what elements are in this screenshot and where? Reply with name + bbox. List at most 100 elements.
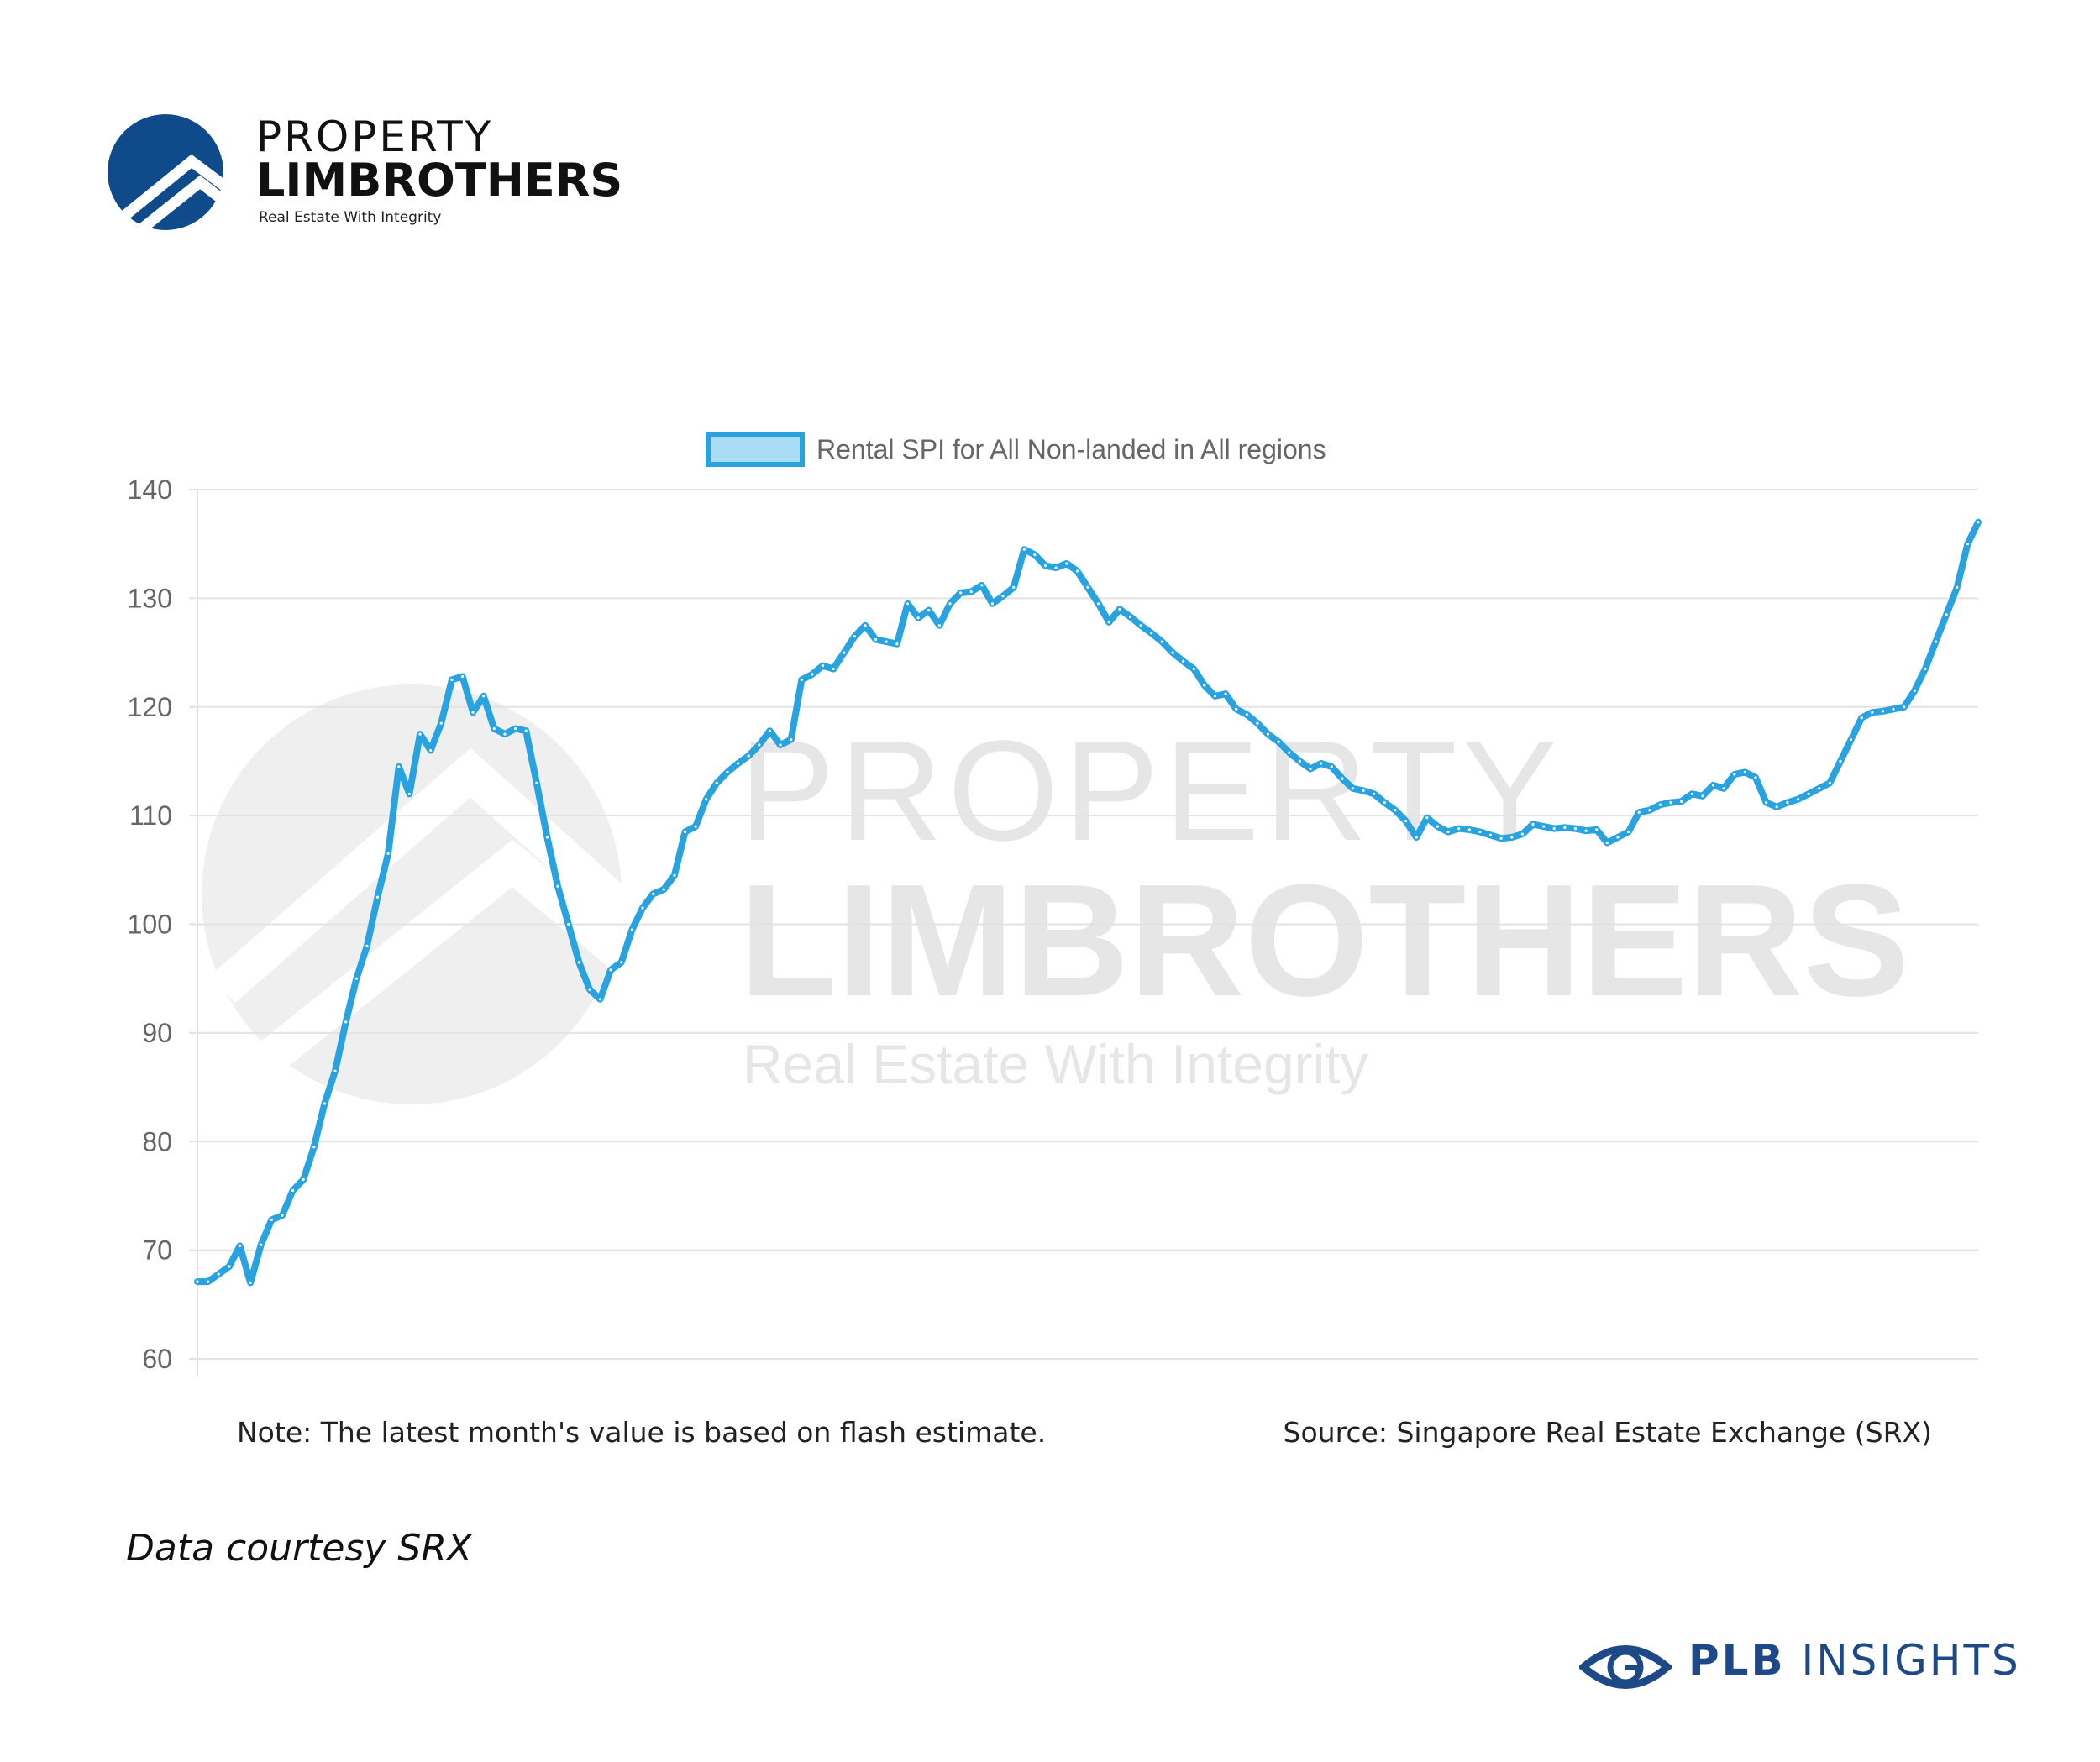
data-point [260, 1243, 263, 1246]
watermark: PROPERTY LIMBROTHERS Real Estate With In… [202, 684, 1909, 1104]
data-point [1235, 707, 1238, 711]
data-point [747, 754, 750, 758]
data-point [1595, 828, 1599, 831]
data-point [1415, 836, 1418, 839]
y-tick-label: 80 [142, 1126, 172, 1156]
data-point [302, 1177, 305, 1182]
data-point [1383, 801, 1386, 805]
data-point [1150, 632, 1153, 635]
data-point [1627, 830, 1630, 834]
eye-icon [1579, 1645, 1672, 1689]
data-point [503, 732, 507, 736]
data-point [1404, 820, 1408, 823]
legend: Rental SPI for All Non-landed in All reg… [706, 432, 1326, 467]
data-point [1118, 607, 1121, 611]
data-point [1563, 826, 1567, 830]
data-point [1298, 759, 1301, 763]
property-limbrothers-logo [108, 114, 233, 237]
data-point [333, 1069, 337, 1072]
data-point [1658, 803, 1662, 806]
data-point [386, 852, 390, 856]
data-point [609, 968, 612, 972]
data-point [1552, 827, 1556, 831]
logo-roof-chevron [120, 154, 228, 221]
insights-brand: PLB [1688, 1636, 1786, 1685]
data-point [482, 695, 486, 698]
data-point [535, 781, 538, 784]
data-point [228, 1265, 231, 1268]
data-point [874, 637, 878, 642]
data-point [843, 651, 846, 654]
data-point [460, 674, 465, 679]
data-point [344, 1020, 348, 1024]
data-point [1956, 585, 1959, 590]
data-point [1871, 711, 1874, 714]
data-point [1924, 667, 1927, 671]
brand-name-line2: LIMBROTHERS [256, 154, 623, 207]
data-point [418, 732, 422, 736]
data-point [779, 743, 782, 747]
data-point [1648, 809, 1651, 812]
data-point [450, 678, 454, 682]
y-tick-label: 60 [142, 1344, 172, 1374]
data-point [1754, 776, 1757, 779]
y-tick-label: 70 [142, 1235, 172, 1266]
data-point [1966, 543, 1969, 546]
data-point [726, 770, 729, 774]
data-point [1022, 548, 1026, 551]
data-point [694, 825, 697, 828]
data-point [1425, 816, 1429, 820]
data-point [492, 727, 496, 731]
data-point [1478, 830, 1482, 834]
data-point [1436, 825, 1439, 828]
brand-tagline: Real Estate With Integrity [259, 209, 442, 226]
data-point [737, 762, 740, 765]
data-point [1605, 841, 1609, 845]
y-tick-label: 120 [128, 692, 172, 722]
data-point [959, 591, 963, 595]
data-point [1850, 738, 1853, 742]
data-point [1457, 827, 1461, 831]
grid [189, 489, 1978, 1360]
data-point [1075, 569, 1079, 573]
data-point [1690, 792, 1693, 795]
logo-roof-chevron [133, 175, 233, 237]
data-point [1341, 777, 1344, 780]
data-point [365, 944, 369, 947]
data-point [895, 642, 899, 646]
data-point [577, 961, 580, 964]
data-point [1669, 801, 1672, 805]
data-point [1977, 521, 1980, 524]
data-point [1065, 562, 1068, 565]
data-point [1711, 784, 1715, 787]
data-point [630, 928, 634, 931]
y-tick-label: 130 [128, 583, 172, 613]
data-point [407, 792, 411, 795]
data-point [1722, 787, 1725, 790]
data-point [1128, 615, 1132, 619]
data-point [1001, 595, 1005, 598]
data-point [948, 602, 952, 606]
y-tick-label: 140 [128, 475, 172, 505]
brand-name-line1: PROPERTY [256, 113, 494, 161]
data-point [768, 729, 772, 732]
source-note: Source: Singapore Real Estate Exchange (… [1283, 1416, 1932, 1449]
data-point [937, 624, 941, 627]
data-point [1584, 829, 1588, 832]
data-point [238, 1244, 242, 1247]
data-point [1224, 692, 1227, 695]
data-point [821, 664, 825, 668]
data-point [598, 998, 602, 1001]
series-points [196, 521, 1980, 1284]
data-point [281, 1214, 284, 1217]
data-point [673, 873, 676, 877]
data-point [1288, 751, 1291, 754]
flash-estimate-note: Note: The latest month's value is based … [237, 1416, 1047, 1449]
legend-label: Rental SPI for All Non-landed in All reg… [816, 434, 1326, 464]
data-point [1860, 716, 1863, 720]
data-point [927, 609, 931, 612]
plb-insights-logo-text: PLB INSIGHTS [1688, 1639, 2021, 1681]
data-point [312, 1146, 316, 1149]
data-point [428, 748, 433, 753]
data-point [1182, 659, 1185, 663]
